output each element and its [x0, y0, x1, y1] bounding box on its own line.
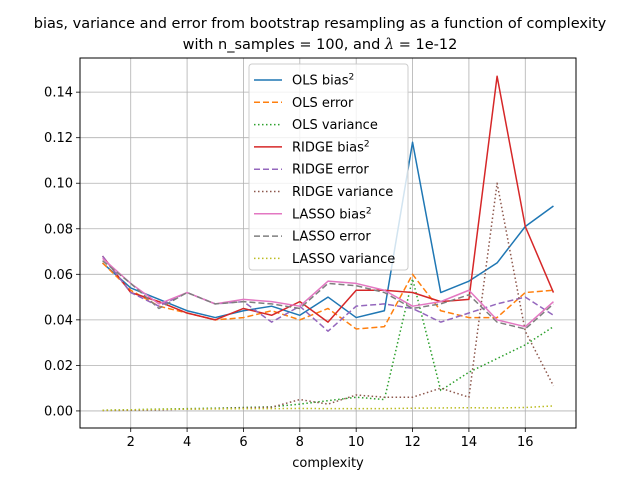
series-line-ols-bias — [102, 141, 554, 319]
legend-label-lasso-variance: LASSO variance — [292, 252, 395, 267]
axis-ticks: 2 4 6 8 10 12 14 16 0.00 0.02 0.04 0.06 0.08 0.10 0.12… — [44, 86, 533, 450]
legend-superscript: 2 — [366, 206, 372, 216]
series-line-ols-error — [102, 262, 554, 330]
x-tick-label: 14 — [461, 435, 478, 450]
legend-label-ols-bias: OLS bias2 — [292, 73, 354, 89]
y-tick-label: 0.12 — [44, 131, 73, 146]
y-tick-label: 0.14 — [44, 86, 73, 101]
subtitle-lambda: λ — [384, 37, 394, 53]
x-axis-label: complexity — [292, 456, 364, 471]
legend: OLS bias2 OLS error OLS variance RIDGE bias… — [248, 63, 409, 271]
axes-frame — [79, 57, 577, 429]
series-line-lasso-error — [102, 260, 554, 330]
series-line-ridge-variance — [102, 182, 555, 412]
legend-label-lasso-error: LASSO error — [292, 230, 371, 245]
chart-subtitle: with n_samples = 100, and λ = 1e-12 — [183, 37, 458, 53]
legend-superscript: 2 — [364, 139, 370, 149]
x-tick-label: 4 — [183, 435, 191, 450]
subtitle-suffix: = 1e-12 — [394, 37, 457, 53]
series-line-ols-variance — [102, 278, 554, 411]
y-tick-label: 0.02 — [44, 359, 73, 374]
y-tick-label: 0.08 — [44, 222, 73, 237]
legend-label-ridge-variance: RIDGE variance — [292, 185, 393, 200]
y-tick-label: 0.10 — [44, 177, 73, 192]
x-tick-label: 10 — [348, 435, 365, 450]
y-tick-label: 0.06 — [44, 268, 73, 283]
x-tick-label: 12 — [404, 435, 421, 450]
x-tick-label: 2 — [127, 435, 135, 450]
plot-lines — [101, 75, 555, 412]
subtitle-prefix: with n_samples = 100, and — [183, 37, 385, 53]
legend-label-ridge-bias: RIDGE bias2 — [292, 139, 370, 155]
legend-label-ridge-error: RIDGE error — [292, 163, 369, 178]
series-line-ridge-bias — [101, 75, 555, 323]
legend-label-ols-error: OLS error — [292, 96, 354, 111]
legend-label-ols-variance: OLS variance — [292, 118, 378, 133]
x-tick-label: 8 — [296, 435, 304, 450]
x-tick-label: 16 — [517, 435, 534, 450]
series-line-lasso-bias — [102, 257, 554, 328]
legend-box — [248, 63, 409, 271]
series-line-ridge-error — [101, 255, 554, 332]
series-line-lasso-variance — [102, 405, 554, 411]
chart-title: bias, variance and error from bootstrap … — [34, 16, 607, 32]
y-tick-label: 0.04 — [44, 313, 73, 328]
legend-label-lasso-bias: LASSO bias2 — [292, 206, 372, 222]
y-tick-label: 0.00 — [44, 404, 73, 419]
x-tick-label: 6 — [239, 435, 247, 450]
legend-superscript: 2 — [348, 73, 354, 83]
